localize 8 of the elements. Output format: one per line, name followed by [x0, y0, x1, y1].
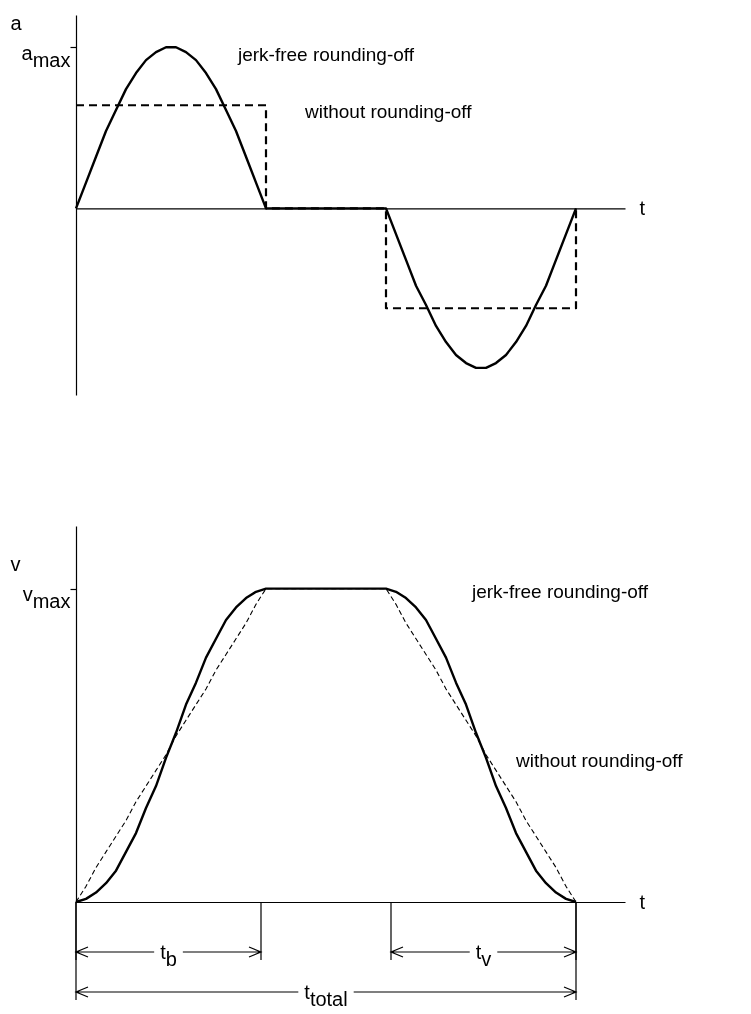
text: without rounding-off [304, 100, 473, 122]
y-axis-title: v [10, 553, 21, 576]
x-axis-title: t [639, 196, 646, 219]
series-label: jerk-free rounding-off [237, 44, 415, 66]
series-label: without rounding-off [515, 750, 684, 771]
text: jerk-free rounding-off [471, 580, 649, 602]
y-axis-title: a [10, 11, 23, 34]
x-axis-title: t [639, 890, 646, 913]
